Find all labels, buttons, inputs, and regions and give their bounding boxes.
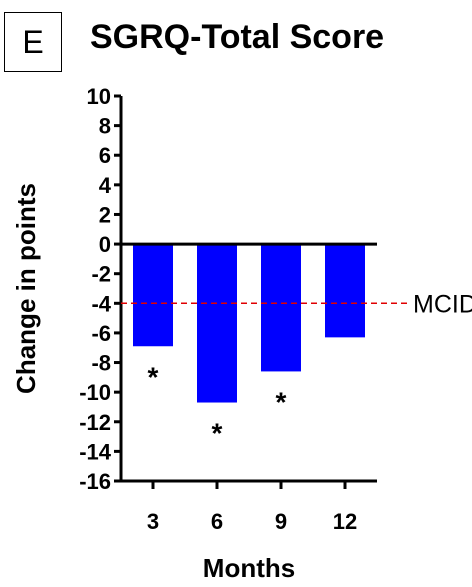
y-tick-label: 8	[99, 114, 111, 139]
chart-title: SGRQ-Total Score	[90, 18, 385, 56]
y-tick-label: -2	[91, 262, 111, 287]
y-tick-label: -14	[79, 439, 112, 464]
significance-star: *	[148, 361, 159, 392]
y-tick-label: -6	[91, 321, 111, 346]
y-tick-label: 6	[99, 143, 111, 168]
x-tick-label: 9	[275, 509, 287, 534]
y-tick-label: -12	[79, 410, 111, 435]
y-tick-label: 4	[99, 173, 112, 198]
x-axis-label: Months	[203, 553, 295, 583]
bar-6	[197, 244, 237, 403]
bars	[133, 244, 365, 403]
y-tick-label: -10	[79, 380, 111, 405]
panel-label: E	[4, 12, 62, 72]
reference-line: MCID	[121, 290, 472, 318]
y-axis-label: Change in points	[11, 183, 41, 394]
bar-9	[261, 244, 301, 372]
x-axis: 3 6 9 12	[121, 479, 377, 534]
bar-3	[133, 244, 173, 347]
y-tick-label: 10	[87, 84, 111, 109]
significance-markers: * * *	[148, 361, 287, 448]
x-tick-label: 3	[147, 509, 159, 534]
significance-star: *	[212, 418, 223, 449]
y-tick-label: 2	[99, 202, 111, 227]
y-tick-label: -4	[91, 291, 111, 316]
x-tick-label: 12	[333, 509, 357, 534]
y-tick-label: -8	[91, 351, 111, 376]
bar-12	[325, 244, 365, 338]
mcid-label: MCID	[413, 290, 472, 318]
y-axis: 10 8 6 4 2 0 -2 -4 -6 -8 -10 -12 -14 -16	[79, 84, 123, 494]
y-tick-label: -16	[79, 469, 111, 494]
significance-star: *	[276, 386, 287, 417]
x-tick-label: 6	[211, 509, 223, 534]
y-tick-label: 0	[99, 232, 111, 257]
